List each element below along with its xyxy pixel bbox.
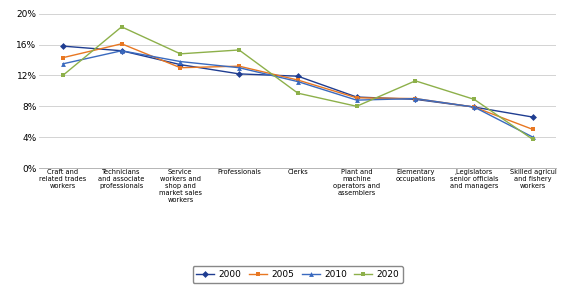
- 2020: [471, 98, 478, 101]
- Line: 2000: 2000: [60, 44, 536, 119]
- 2005: [529, 128, 536, 131]
- Line: 2010: 2010: [60, 48, 536, 140]
- 2000: [353, 95, 360, 99]
- 2000: [471, 105, 478, 109]
- 2000: [294, 74, 301, 78]
- Legend: 2000, 2005, 2010, 2020: 2000, 2005, 2010, 2020: [193, 266, 403, 283]
- 2010: [353, 98, 360, 102]
- 2020: [177, 52, 184, 56]
- 2010: [177, 60, 184, 63]
- 2005: [60, 56, 66, 59]
- 2020: [60, 74, 66, 77]
- Line: 2005: 2005: [60, 41, 536, 132]
- 2005: [294, 78, 301, 82]
- 2005: [471, 105, 478, 109]
- 2000: [412, 98, 419, 101]
- 2000: [235, 72, 242, 76]
- 2010: [294, 80, 301, 83]
- 2005: [412, 97, 419, 101]
- 2005: [177, 66, 184, 70]
- 2010: [235, 66, 242, 70]
- 2020: [412, 79, 419, 83]
- 2020: [529, 138, 536, 141]
- 2010: [471, 105, 478, 109]
- 2010: [60, 62, 66, 66]
- 2010: [118, 49, 125, 52]
- 2000: [177, 63, 184, 66]
- 2000: [529, 115, 536, 119]
- 2000: [118, 49, 125, 52]
- 2010: [412, 97, 419, 101]
- 2020: [294, 92, 301, 95]
- Line: 2020: 2020: [60, 24, 536, 142]
- 2005: [118, 42, 125, 46]
- 2000: [60, 44, 66, 48]
- 2020: [353, 104, 360, 108]
- 2005: [235, 64, 242, 68]
- 2020: [118, 25, 125, 28]
- 2010: [529, 135, 536, 139]
- 2020: [235, 48, 242, 52]
- 2005: [353, 96, 360, 100]
